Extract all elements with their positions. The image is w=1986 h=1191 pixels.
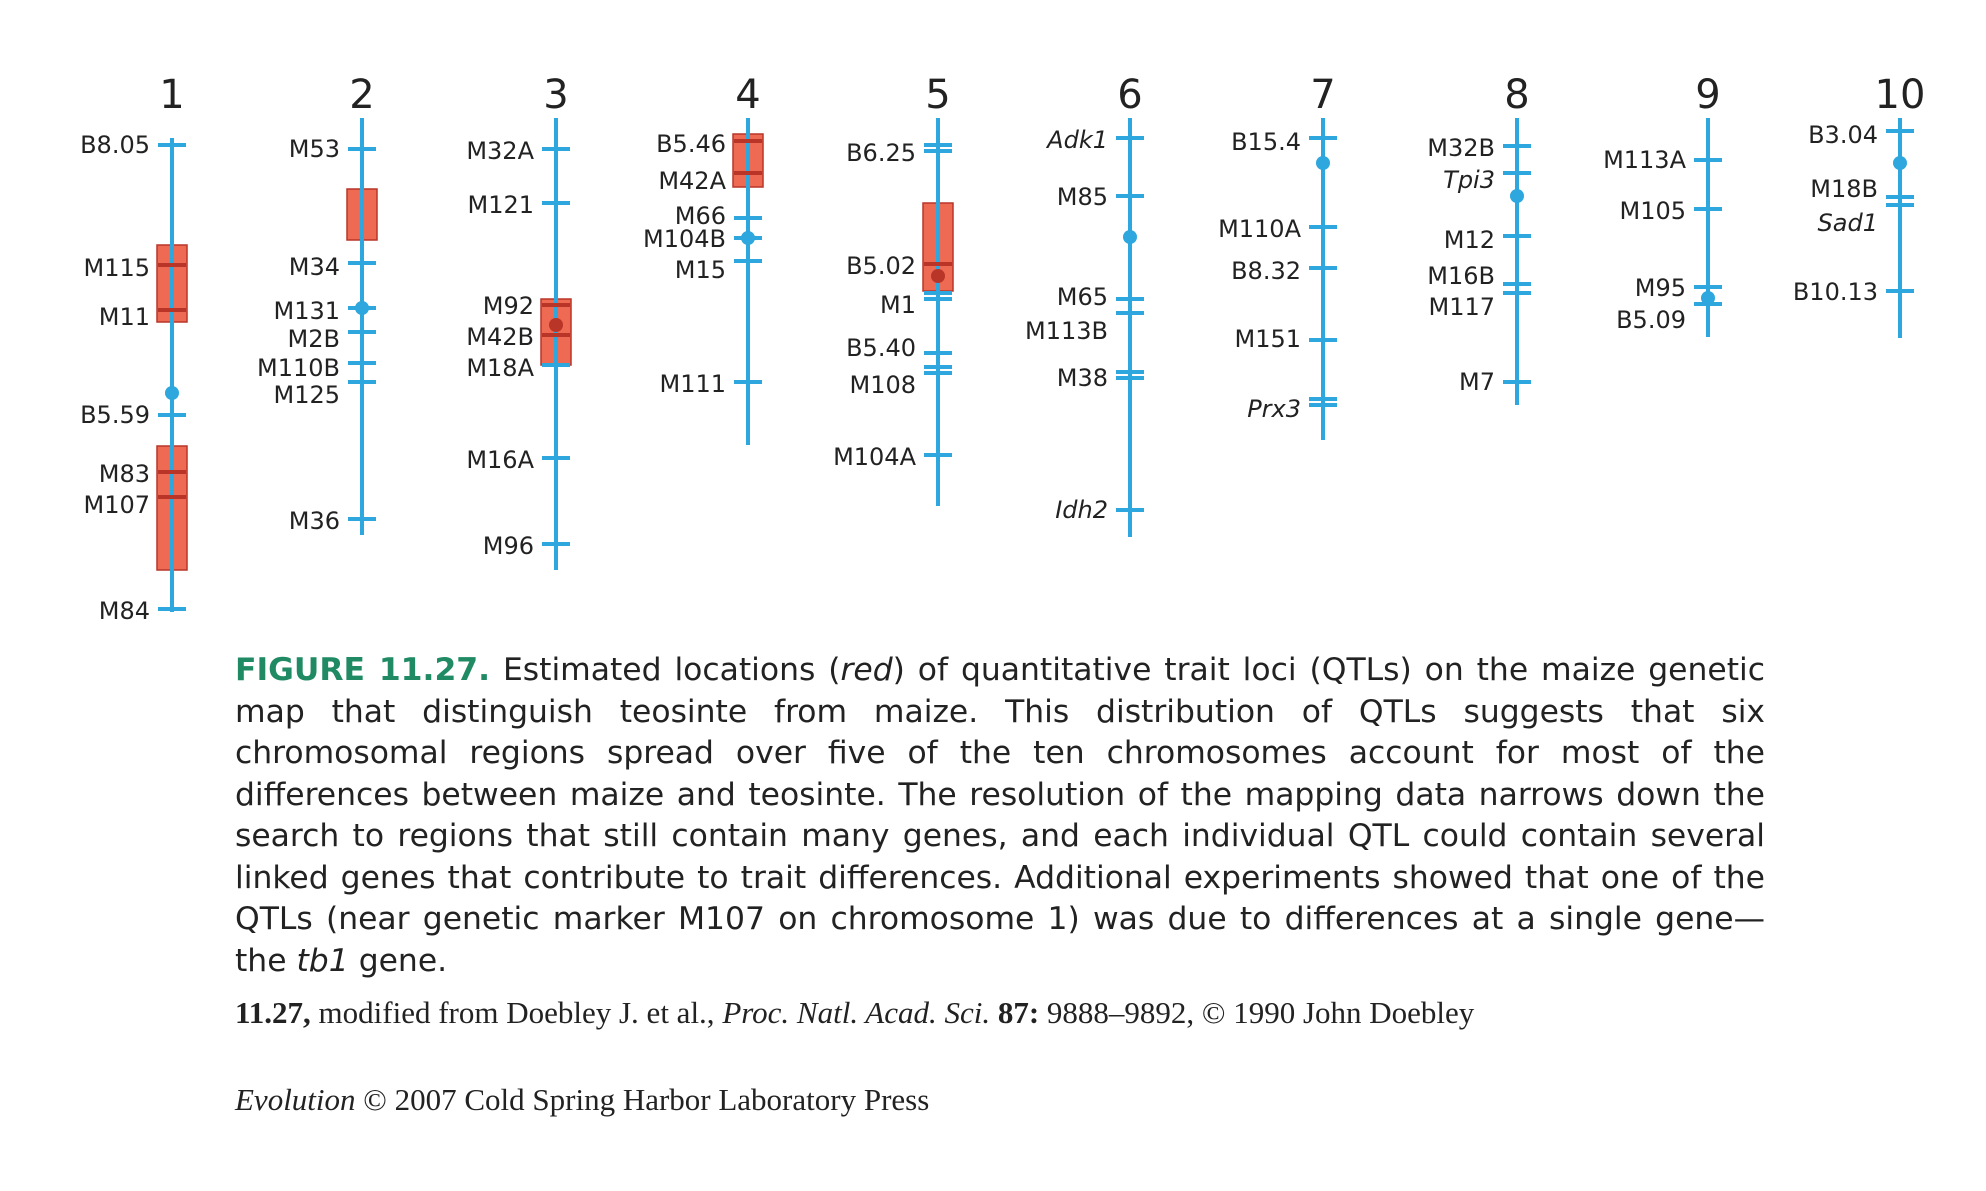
marker-label-m66: M66 <box>675 202 726 230</box>
marker-label-m32a: M32A <box>466 137 534 165</box>
marker-label-prx3: Prx3 <box>1247 395 1301 423</box>
marker-label-m107: M107 <box>83 491 150 519</box>
centromere-dot-chr6 <box>1123 230 1137 244</box>
marker-label-m12: M12 <box>1444 226 1495 254</box>
marker-label-m92: M92 <box>483 292 534 320</box>
marker-label-b15-4: B15.4 <box>1231 128 1301 156</box>
marker-label-m84: M84 <box>99 597 150 625</box>
caption-gene-name: tb1 <box>296 942 349 979</box>
credit-journal: Proc. Natl. Acad. Sci. <box>722 995 991 1030</box>
chromosome-number-3: 3 <box>543 72 568 118</box>
chromosome-number-5: 5 <box>925 72 950 118</box>
marker-label-m38: M38 <box>1057 364 1108 392</box>
marker-label-m96: M96 <box>483 532 534 560</box>
chromosome-number-1: 1 <box>159 72 184 118</box>
marker-label-m34: M34 <box>289 253 340 281</box>
caption-text-1: Estimated locations ( <box>490 652 841 688</box>
marker-label-m104a: M104A <box>833 443 917 471</box>
marker-label-tpi3: Tpi3 <box>1443 166 1495 194</box>
figure-caption: FIGURE 11.27. Estimated locations (red) … <box>235 650 1765 982</box>
marker-label-adk1: Adk1 <box>1045 126 1108 154</box>
marker-label-m16a: M16A <box>466 446 534 474</box>
credit-figure-number: 11.27, <box>235 995 311 1030</box>
marker-label-m125: M125 <box>273 381 340 409</box>
centromere-dot-chr10 <box>1893 156 1907 170</box>
marker-label-b6-25: B6.25 <box>846 139 916 167</box>
marker-label-m115: M115 <box>83 254 150 282</box>
credit-text-1: modified from Doebley J. et al., <box>310 995 723 1030</box>
chromosome-number-7: 7 <box>1310 72 1335 118</box>
marker-label-sad1: Sad1 <box>1818 209 1878 237</box>
marker-label-b5-59: B5.59 <box>80 401 150 429</box>
marker-label-m65: M65 <box>1057 283 1108 311</box>
marker-label-m111: M111 <box>659 370 726 398</box>
chromosome-number-2: 2 <box>349 72 374 118</box>
credit-volume: 87: <box>990 995 1040 1030</box>
chromosome-number-10: 10 <box>1875 72 1926 118</box>
centromere-dot-chr5 <box>931 269 945 283</box>
marker-label-m117: M117 <box>1428 293 1495 321</box>
centromere-dot-chr1 <box>165 386 179 400</box>
marker-label-m104b: M104B <box>643 225 726 253</box>
marker-label-m121: M121 <box>467 191 534 219</box>
centromere-dot-chr7 <box>1316 156 1330 170</box>
credit-text-2: 9888–9892, © 1990 John Doebley <box>1039 995 1475 1030</box>
publisher-book-title: Evolution <box>235 1082 356 1117</box>
marker-label-m131: M131 <box>273 297 340 325</box>
marker-label-m7: M7 <box>1459 368 1495 396</box>
centromere-dot-chr4 <box>741 231 755 245</box>
chromosome-number-9: 9 <box>1695 72 1720 118</box>
chromosome-number-8: 8 <box>1504 72 1529 118</box>
marker-label-m110a: M110A <box>1218 215 1302 243</box>
marker-label-m113a: M113A <box>1603 146 1687 174</box>
marker-label-b8-32: B8.32 <box>1231 257 1301 285</box>
figure-label: FIGURE 11.27. <box>235 652 491 688</box>
caption-text-3: gene. <box>348 942 448 979</box>
caption-red-word: red <box>840 652 893 688</box>
marker-label-m1: M1 <box>880 291 916 319</box>
marker-label-m42a: M42A <box>658 167 726 195</box>
marker-label-b5-40: B5.40 <box>846 334 916 362</box>
marker-label-m53: M53 <box>289 135 340 163</box>
marker-label-b5-46: B5.46 <box>656 130 726 158</box>
marker-label-m151: M151 <box>1234 325 1301 353</box>
marker-label-b5-02: B5.02 <box>846 252 916 280</box>
marker-label-m16b: M16B <box>1427 262 1495 290</box>
qtl-chromosome-map: 1B8.05M115M11B5.59M83M107M842M53M34M131M… <box>80 72 1926 625</box>
marker-label-m113b: M113B <box>1025 317 1108 345</box>
figure-credit: 11.27, modified from Doebley J. et al., … <box>235 995 1474 1031</box>
marker-label-m15: M15 <box>675 256 726 284</box>
centromere-dot-chr3 <box>549 318 563 332</box>
marker-label-m18b: M18B <box>1810 175 1878 203</box>
marker-label-m36: M36 <box>289 507 340 535</box>
marker-label-m108: M108 <box>849 371 916 399</box>
centromere-dot-chr2 <box>355 301 369 315</box>
marker-label-m83: M83 <box>99 460 150 488</box>
marker-label-b8-05: B8.05 <box>80 131 150 159</box>
marker-label-m42b: M42B <box>466 323 534 351</box>
chromosome-number-4: 4 <box>735 72 760 118</box>
marker-label-m2b: M2B <box>288 325 340 353</box>
marker-label-m11: M11 <box>99 303 150 331</box>
publisher-text: © 2007 Cold Spring Harbor Laboratory Pre… <box>355 1082 930 1117</box>
marker-label-m95: M95 <box>1635 274 1686 302</box>
marker-label-b3-04: B3.04 <box>1808 121 1878 149</box>
marker-label-m110b: M110B <box>257 354 340 382</box>
marker-label-b5-09: B5.09 <box>1616 306 1686 334</box>
centromere-dot-chr8 <box>1510 189 1524 203</box>
marker-label-idh2: Idh2 <box>1055 496 1108 524</box>
caption-text-2: ) of quantitative trait loci (QTLs) on t… <box>235 652 1765 979</box>
chromosome-number-6: 6 <box>1117 72 1142 118</box>
marker-label-m85: M85 <box>1057 183 1108 211</box>
publisher-line: Evolution © 2007 Cold Spring Harbor Labo… <box>235 1082 929 1118</box>
centromere-dot-chr9 <box>1701 291 1715 305</box>
marker-label-m32b: M32B <box>1427 134 1495 162</box>
marker-label-b10-13: B10.13 <box>1793 278 1878 306</box>
marker-label-m18a: M18A <box>466 354 534 382</box>
marker-label-m105: M105 <box>1619 197 1686 225</box>
